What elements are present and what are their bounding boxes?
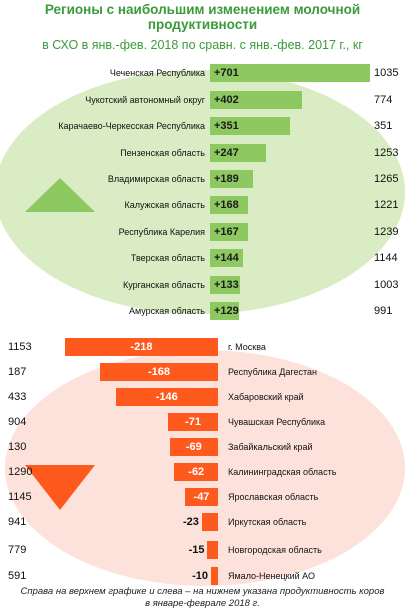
bar <box>207 541 218 559</box>
chart-title: Регионы с наибольшим изменением молочной… <box>44 2 361 32</box>
bar <box>115 388 218 406</box>
category-label: Владимирская область <box>107 174 205 184</box>
bar <box>100 363 218 381</box>
category-label: Новгородская область <box>228 545 322 555</box>
bar <box>210 302 240 320</box>
productivity-label: 779 <box>8 544 27 556</box>
value-label: +168 <box>214 199 239 211</box>
productivity-label: 1145 <box>8 491 32 503</box>
productivity-label: 1239 <box>374 226 399 238</box>
category-label: Хабаровский край <box>228 392 304 402</box>
productivity-label: 1153 <box>8 341 32 353</box>
category-label: Чукотский автономный округ <box>85 95 205 105</box>
value-label: +133 <box>214 279 239 291</box>
value-label: -69 <box>185 441 202 453</box>
category-label: Республика Карелия <box>118 227 205 237</box>
productivity-label: 591 <box>8 570 27 582</box>
bar <box>210 249 243 267</box>
value-label: +129 <box>214 305 239 317</box>
value-label: -47 <box>193 491 210 503</box>
value-label: -218 <box>130 341 153 353</box>
value-label: -71 <box>185 416 202 428</box>
productivity-label: 1290 <box>8 466 33 478</box>
value-label: -15 <box>188 544 205 556</box>
category-label: Ярославская область <box>228 492 319 502</box>
value-label: +144 <box>214 252 239 264</box>
value-label: -146 <box>155 391 178 403</box>
up-triangle <box>25 178 95 212</box>
category-label: г. Москва <box>228 342 266 352</box>
category-label: Ямало-Ненецкий АО <box>228 571 315 581</box>
bg-ellipse <box>0 70 405 314</box>
value-label: +351 <box>214 120 239 132</box>
productivity-label: 904 <box>8 416 27 428</box>
category-label: Пензенская область <box>120 148 205 158</box>
productivity-label: 433 <box>8 391 27 403</box>
bar <box>210 64 370 82</box>
bar <box>185 488 218 506</box>
bar <box>210 170 254 188</box>
bar <box>169 438 218 456</box>
down-triangle <box>25 465 95 510</box>
bar <box>210 117 291 135</box>
productivity-label: 991 <box>374 305 393 317</box>
value-label: +701 <box>214 67 239 79</box>
value-label: -168 <box>148 366 171 378</box>
category-label: Чеченская Республика <box>109 68 205 78</box>
category-label: Иркутская область <box>228 517 307 527</box>
value-label: +167 <box>214 226 239 238</box>
category-label: Курганская область <box>122 280 205 290</box>
value-label: -10 <box>192 570 208 582</box>
productivity-label: 1253 <box>374 147 399 159</box>
bar <box>210 196 249 214</box>
bar <box>210 144 267 162</box>
bar <box>210 276 241 294</box>
category-label: Калужская область <box>124 200 205 210</box>
value-label: +402 <box>214 94 239 106</box>
bar <box>210 567 218 585</box>
bar <box>210 91 302 109</box>
productivity-label: 187 <box>8 366 27 378</box>
productivity-label: 1221 <box>374 199 399 211</box>
category-label: Калининградская область <box>228 467 337 477</box>
category-label: Чувашская Республика <box>228 417 326 427</box>
productivity-label: 774 <box>374 94 393 106</box>
bar <box>210 223 249 241</box>
productivity-label: 1144 <box>374 252 398 264</box>
productivity-label: 130 <box>8 441 27 453</box>
category-label: Тверская область <box>130 253 205 263</box>
category-label: Забайкальский край <box>228 442 313 452</box>
chart-subtitle: в СХО в янв.-фев. 2018 по сравн. с янв.-… <box>42 38 363 52</box>
productivity-label: 1035 <box>374 67 399 79</box>
value-label: +189 <box>214 173 239 185</box>
productivity-label: 1003 <box>374 279 399 291</box>
productivity-label: 351 <box>374 120 393 132</box>
productivity-label: 941 <box>8 516 27 528</box>
category-label: Республика Дагестан <box>228 367 317 377</box>
category-label: Амурская область <box>128 306 205 316</box>
value-label: -23 <box>182 516 199 528</box>
value-label: +247 <box>214 147 239 159</box>
productivity-label: 1265 <box>374 173 399 185</box>
footnote: Справа на верхнем графике и слева – на н… <box>20 586 385 609</box>
bar <box>201 513 218 531</box>
bar <box>65 338 218 356</box>
bar <box>168 413 218 431</box>
bar <box>174 463 218 481</box>
value-label: -62 <box>188 466 205 478</box>
category-label: Карачаево-Черкесская Республика <box>58 121 205 131</box>
